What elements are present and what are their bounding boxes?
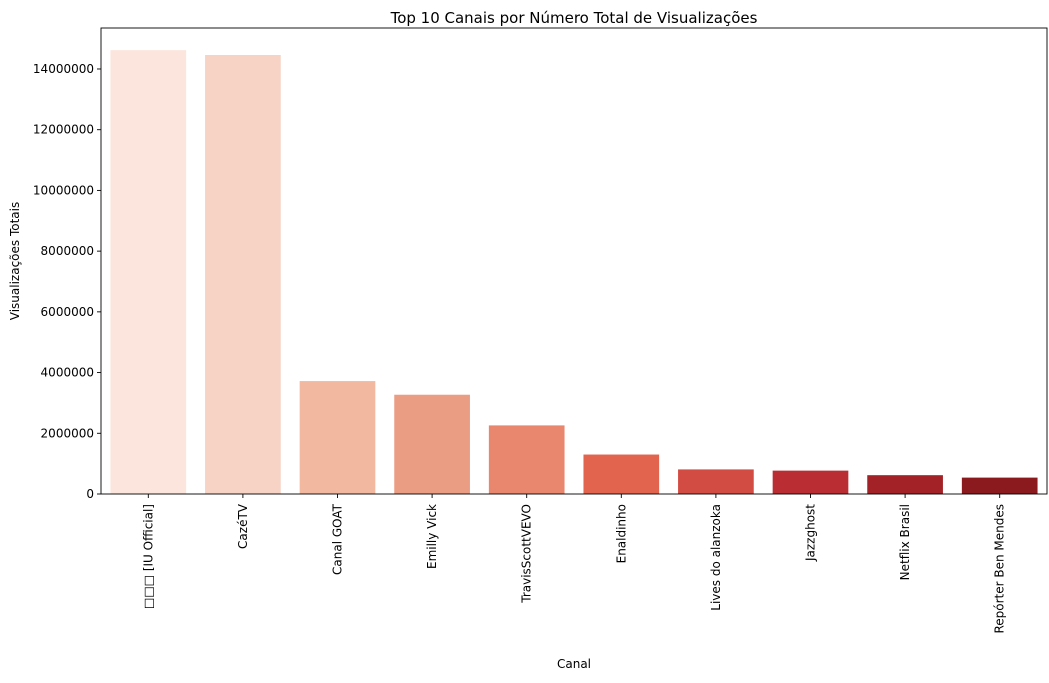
y-tick-label-2: 2000000 (41, 426, 94, 440)
x-tick-label-2: CazéTV (236, 503, 250, 549)
x-tick-label-8: Jazzghost (804, 504, 818, 562)
x-axis-label: Canal (557, 657, 591, 671)
bar-5 (488, 425, 565, 494)
x-tick-label-7: Lives do alanzoka (709, 504, 723, 611)
bar-6 (583, 454, 660, 494)
bar-1 (110, 50, 187, 495)
y-tick-label-5: 8000000 (41, 244, 94, 258)
bar-2 (205, 55, 281, 495)
y-axis-ticks: 0 2000000 4000000 6000000 8000000 10000000 120… (33, 62, 101, 501)
x-tick-label-1: □□□ [IU Official] (141, 504, 155, 609)
bar-10 (961, 477, 1038, 494)
y-tick-label-4: 6000000 (41, 305, 94, 319)
bar-4 (394, 394, 470, 494)
y-tick-label-6: 10000000 (33, 183, 94, 197)
x-tick-label-3: Canal GOAT (331, 503, 345, 575)
x-tick-label-4: Emilly Vick (425, 504, 439, 569)
x-tick-label-6: Enaldinho (614, 504, 628, 563)
x-tick-label-10: Repórter Ben Mendes (993, 504, 1007, 634)
y-tick-label-1: 0 (86, 487, 94, 501)
x-tick-label-5: TravisScottVEVO (520, 504, 534, 604)
chart-title: Top 10 Canais por Número Total de Visual… (390, 9, 758, 27)
bar-8 (772, 470, 849, 494)
y-axis-label: Visualizações Totais (8, 202, 22, 320)
y-tick-label-8: 14000000 (33, 62, 94, 76)
bar-7 (678, 469, 754, 494)
bars-group (110, 50, 1038, 495)
y-tick-label-7: 12000000 (33, 123, 94, 137)
x-tick-label-9: Netflix Brasil (898, 504, 912, 580)
bar-9 (867, 475, 943, 494)
bar-3 (299, 381, 376, 494)
plot-frame (100, 27, 1048, 495)
x-axis-ticks: □□□ [IU Official] CazéTV Canal GOAT Emilly … (141, 494, 1007, 634)
y-tick-label-3: 4000000 (41, 366, 94, 380)
